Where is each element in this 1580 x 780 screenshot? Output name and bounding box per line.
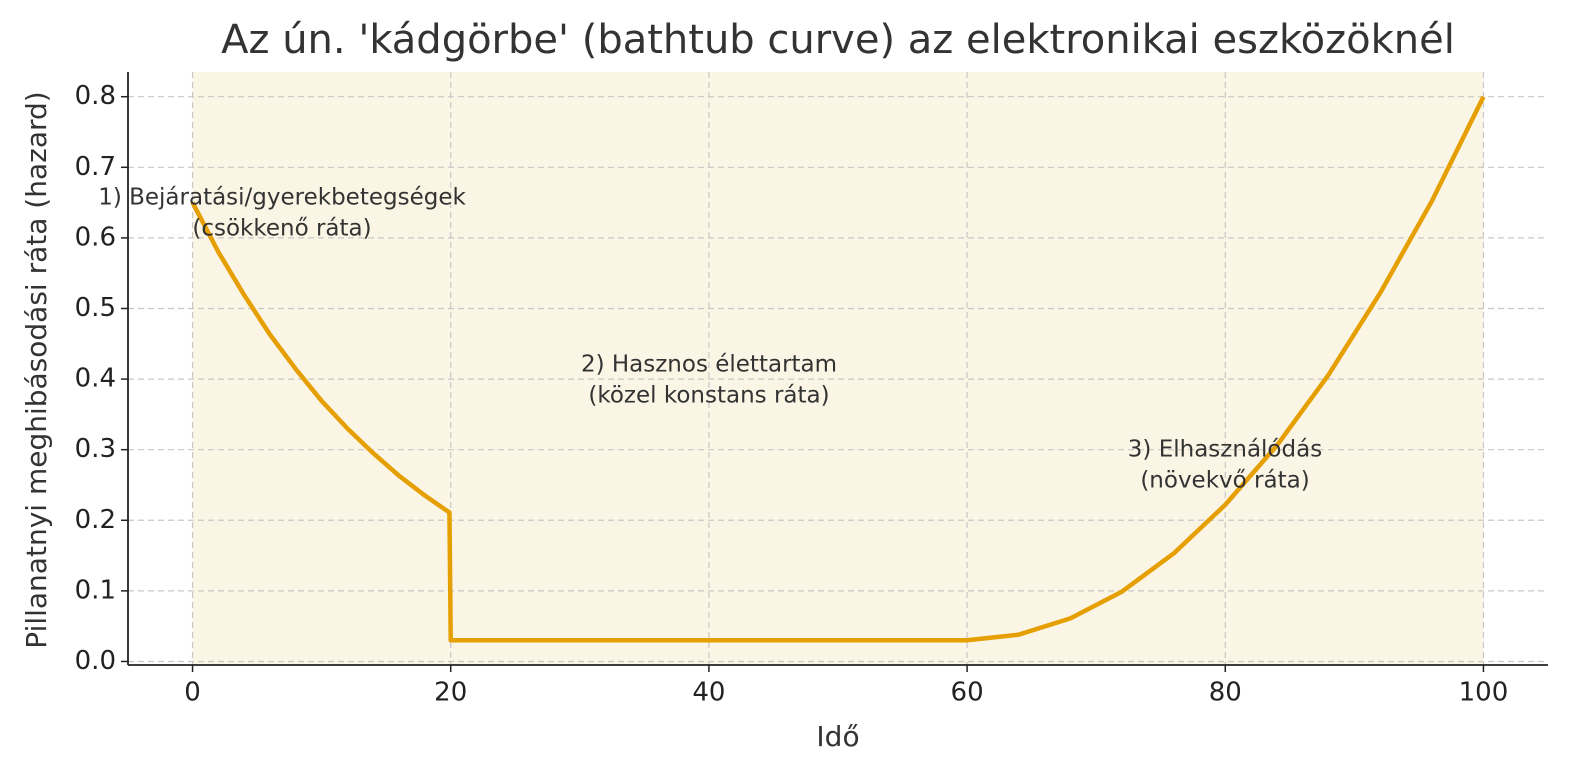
- y-tick-label: 0.1: [75, 575, 116, 605]
- x-tick-label: 0: [184, 678, 201, 708]
- y-tick-label: 0.2: [75, 505, 116, 535]
- y-tick-label: 0.6: [75, 222, 116, 252]
- x-axis-label: Idő: [816, 720, 859, 753]
- x-tick-label: 60: [951, 678, 984, 708]
- annotation: 1) Bejáratási/gyerekbetegségek: [98, 185, 466, 211]
- y-axis-label: Pillanatnyi meghibásodási ráta (hazard): [20, 91, 53, 648]
- data-line: [190, 95, 1486, 643]
- annotation: 3) Elhasználódás: [1128, 437, 1322, 463]
- y-tick-label: 0.3: [75, 434, 116, 464]
- annotation: (csökkenő ráta): [192, 216, 371, 242]
- chart-title: Az ún. 'kádgörbe' (bathtub curve) az ele…: [221, 17, 1455, 63]
- y-tick-label: 0.0: [75, 646, 116, 676]
- annotation: 2) Hasznos élettartam: [581, 352, 837, 378]
- y-tick-label: 0.7: [75, 152, 116, 182]
- annotation: (növekvő ráta): [1140, 468, 1309, 494]
- y-tick-label: 0.4: [75, 364, 116, 394]
- x-tick-label: 100: [1459, 678, 1509, 708]
- x-tick-label: 20: [434, 678, 467, 708]
- annotation: (közel konstans ráta): [588, 383, 829, 409]
- x-tick-label: 40: [692, 678, 725, 708]
- x-tick-label: 80: [1209, 678, 1242, 708]
- shaded-span: [192, 72, 1484, 665]
- y-tick-label: 0.5: [75, 293, 116, 323]
- y-tick-label: 0.8: [75, 81, 116, 111]
